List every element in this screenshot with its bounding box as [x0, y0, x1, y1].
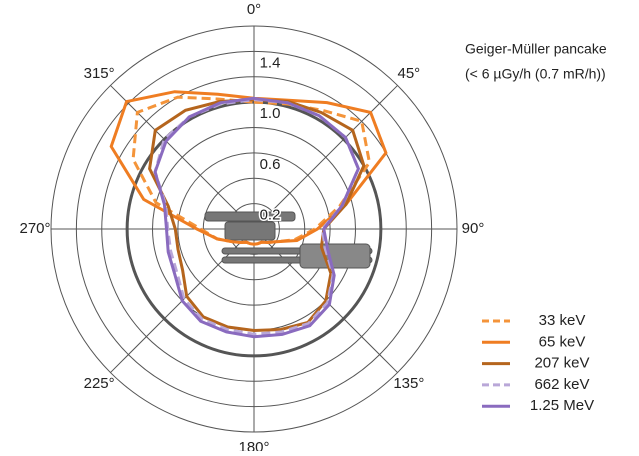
theta-tick-label: 90°	[462, 220, 485, 237]
theta-tick-label: 270°	[19, 220, 50, 237]
theta-tick-label: 45°	[398, 65, 421, 82]
r-tick-label: 1.4	[260, 54, 281, 71]
legend-label: 65 keV	[539, 333, 586, 350]
annotation: Geiger-Müller pancake	[465, 41, 607, 57]
legend-label: 1.25 MeV	[530, 397, 594, 414]
theta-tick-label: 315°	[84, 65, 115, 82]
detector	[204, 211, 373, 269]
legend-label: 207 keV	[534, 355, 589, 372]
r-tick-label: 0.2	[260, 207, 281, 224]
theta-tick-label: 135°	[393, 375, 424, 392]
annotation: (< 6 µGy/h (0.7 mR/h))	[465, 66, 606, 82]
theta-tick-label: 0°	[247, 1, 261, 18]
spoke	[110, 85, 255, 230]
legend-label: 33 keV	[539, 312, 586, 329]
theta-tick-label: 225°	[84, 375, 115, 392]
r-tick-label: 0.6	[260, 156, 281, 173]
series-line	[109, 90, 388, 246]
spoke	[253, 85, 398, 230]
series-line	[148, 98, 366, 333]
series-line	[153, 96, 361, 339]
r-tick-label: 1.0	[260, 105, 281, 122]
legend-label: 662 keV	[534, 376, 589, 393]
theta-tick-label: 180°	[238, 439, 269, 451]
